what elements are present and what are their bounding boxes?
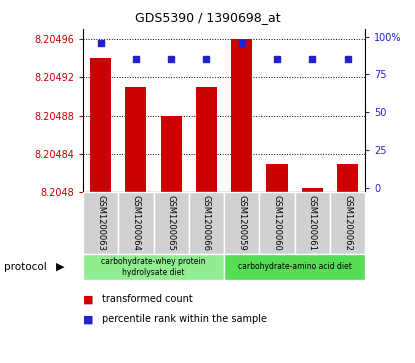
Text: carbohydrate-amino acid diet: carbohydrate-amino acid diet — [238, 262, 352, 271]
Bar — [295, 192, 330, 254]
Bar — [330, 192, 365, 254]
Text: percentile rank within the sample: percentile rank within the sample — [102, 314, 267, 325]
Bar — [118, 192, 154, 254]
Text: protocol: protocol — [4, 262, 47, 272]
Text: GDS5390 / 1390698_at: GDS5390 / 1390698_at — [135, 11, 280, 24]
Bar — [224, 254, 365, 280]
Text: GSM1200066: GSM1200066 — [202, 195, 211, 251]
Text: carbohydrate-whey protein
hydrolysate diet: carbohydrate-whey protein hydrolysate di… — [101, 257, 206, 277]
Bar — [154, 192, 189, 254]
Text: GSM1200065: GSM1200065 — [167, 195, 176, 251]
Text: GSM1200060: GSM1200060 — [273, 195, 281, 251]
Bar — [224, 192, 259, 254]
Text: GSM1200061: GSM1200061 — [308, 195, 317, 251]
Bar — [302, 188, 323, 192]
Bar — [196, 87, 217, 192]
Bar — [337, 164, 358, 192]
Text: transformed count: transformed count — [102, 294, 193, 305]
Bar — [125, 87, 146, 192]
Bar — [83, 254, 224, 280]
Text: GSM1200063: GSM1200063 — [96, 195, 105, 251]
Bar — [231, 38, 252, 192]
Bar — [266, 164, 288, 192]
Bar — [83, 192, 118, 254]
Text: GSM1200064: GSM1200064 — [132, 195, 140, 251]
Bar — [259, 192, 295, 254]
Bar — [189, 192, 224, 254]
Bar — [90, 58, 111, 192]
Text: ▶: ▶ — [56, 262, 64, 272]
Text: ■: ■ — [83, 314, 93, 325]
Text: GSM1200062: GSM1200062 — [343, 195, 352, 251]
Text: GSM1200059: GSM1200059 — [237, 195, 246, 251]
Text: ■: ■ — [83, 294, 93, 305]
Bar — [161, 115, 182, 192]
